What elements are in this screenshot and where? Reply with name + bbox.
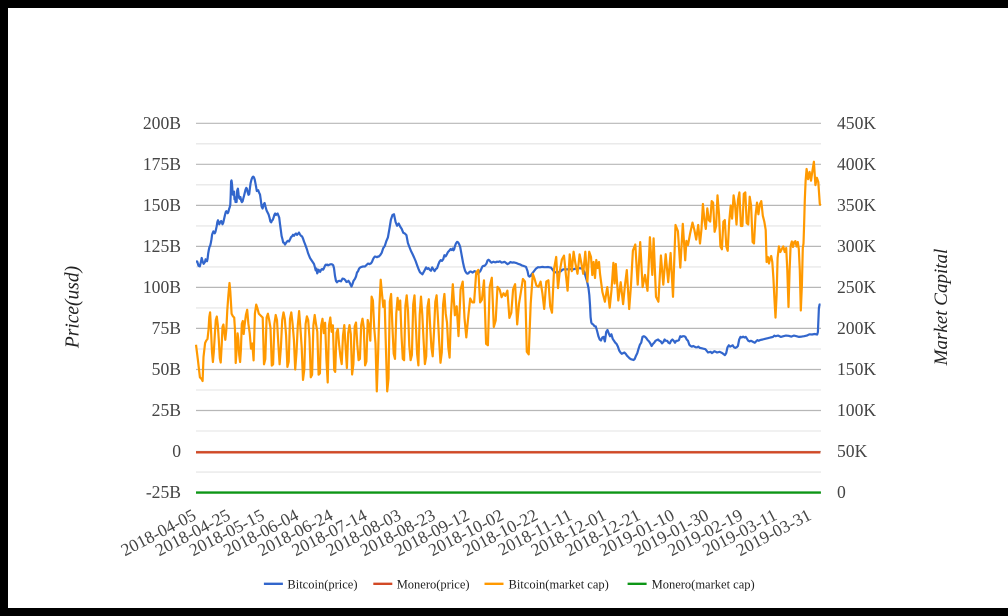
svg-text:Monero(price): Monero(price) — [397, 577, 470, 591]
svg-text:Bitcoin(market cap): Bitcoin(market cap) — [509, 577, 609, 591]
svg-text:100B: 100B — [143, 277, 181, 297]
svg-text:300K: 300K — [837, 236, 876, 256]
svg-text:75B: 75B — [152, 318, 181, 338]
svg-text:250K: 250K — [837, 277, 876, 297]
svg-text:25B: 25B — [152, 400, 181, 420]
svg-text:Price(usd): Price(usd) — [62, 266, 83, 349]
svg-text:50B: 50B — [152, 359, 181, 379]
svg-text:0: 0 — [172, 441, 181, 461]
svg-text:200B: 200B — [143, 113, 181, 133]
svg-text:0: 0 — [837, 482, 846, 502]
svg-text:400K: 400K — [837, 154, 876, 174]
svg-text:Market Capital: Market Capital — [931, 249, 952, 367]
svg-text:350K: 350K — [837, 195, 876, 215]
svg-text:200K: 200K — [837, 318, 876, 338]
svg-text:-25B: -25B — [146, 482, 181, 502]
svg-text:175B: 175B — [143, 154, 181, 174]
svg-text:Bitcoin(price): Bitcoin(price) — [287, 577, 357, 591]
svg-text:50K: 50K — [837, 441, 868, 461]
svg-text:150K: 150K — [837, 359, 876, 379]
svg-text:Monero(market cap): Monero(market cap) — [652, 577, 755, 591]
svg-text:450K: 450K — [837, 113, 876, 133]
svg-text:100K: 100K — [837, 400, 876, 420]
svg-text:125B: 125B — [143, 236, 181, 256]
svg-text:150B: 150B — [143, 195, 181, 215]
